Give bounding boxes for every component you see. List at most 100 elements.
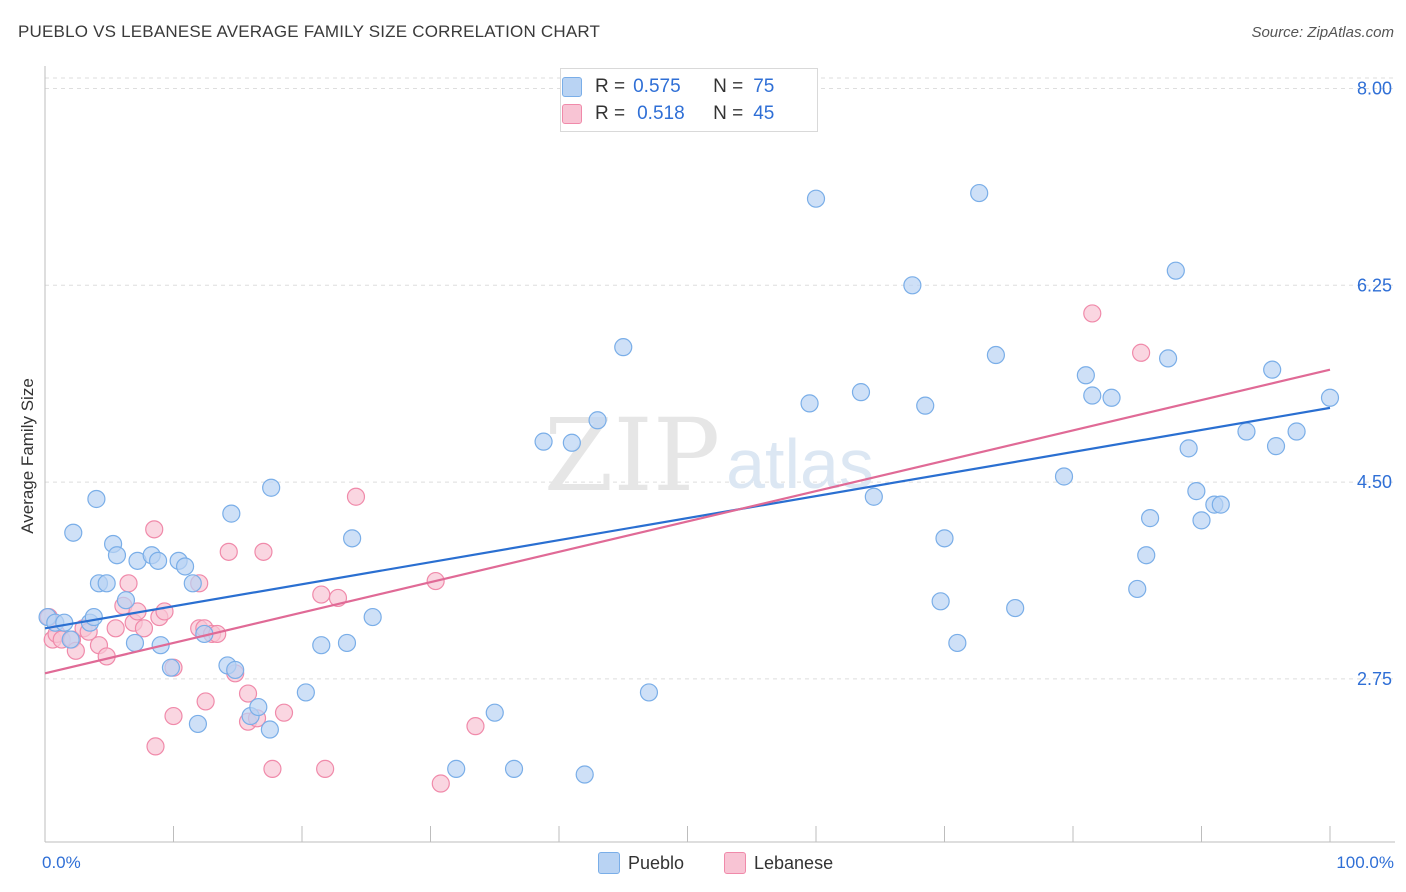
pueblo-point <box>1128 579 1147 599</box>
pueblo-point <box>97 574 116 593</box>
pueblo-point <box>125 633 145 653</box>
lebanese-n-value: 45 <box>753 103 775 124</box>
pueblo-point <box>312 636 331 655</box>
lebanese-r-value: 0.518 <box>637 103 685 124</box>
pueblo-point <box>806 189 826 208</box>
pueblo-point <box>1054 467 1074 486</box>
pueblo-point <box>107 546 127 565</box>
pueblo-point <box>343 529 362 548</box>
pueblo-point <box>222 504 241 523</box>
lebanese-point <box>312 585 331 604</box>
n-label: N = <box>713 103 744 124</box>
pueblo-point <box>588 411 607 430</box>
legend-row-pueblo: R = 0.575 N = 75 <box>562 75 775 99</box>
pueblo-point <box>986 345 1006 365</box>
lebanese-point <box>263 759 282 778</box>
lebanese-point <box>238 684 258 703</box>
lebanese-point <box>316 759 335 778</box>
pueblo-point <box>562 433 581 452</box>
trend-lines <box>44 368 1331 675</box>
correlation-legend: R = 0.575 N = 75 R = 0.518 N = 45 <box>560 68 818 132</box>
lebanese-point <box>145 520 164 539</box>
y-tick-label: 8.00 <box>1357 78 1392 98</box>
pueblo-point <box>948 633 967 653</box>
pueblo-point <box>485 703 504 722</box>
pueblo-point <box>800 394 819 413</box>
lebanese-point <box>274 703 294 722</box>
lebanese-legend-swatch <box>724 852 746 874</box>
pueblo-point <box>1083 386 1102 405</box>
lebanese-point <box>466 717 485 736</box>
pueblo-point <box>1187 482 1206 501</box>
pueblo-point <box>1137 546 1156 565</box>
r-label: R = <box>595 76 626 97</box>
pueblo-point <box>1102 388 1121 407</box>
pueblo-point <box>931 592 950 611</box>
x-tick-min: 0.0% <box>42 853 81 872</box>
watermark-atlas: atlas <box>726 425 874 503</box>
lebanese-point <box>1083 304 1102 323</box>
pueblo-point <box>1140 509 1160 528</box>
y-tick-label: 4.50 <box>1357 472 1392 492</box>
legend-row-lebanese: R = 0.518 N = 45 <box>562 102 775 126</box>
y-tick-label: 6.25 <box>1357 275 1392 295</box>
y-tick-labels: 2.75 4.50 6.25 8.00 <box>1357 78 1392 688</box>
pueblo-point <box>1179 439 1198 458</box>
pueblo-point <box>575 765 594 784</box>
n-label: N = <box>713 76 744 97</box>
pueblo-r-value: 0.575 <box>633 76 681 97</box>
pueblo-point <box>363 607 382 627</box>
pueblo-point <box>534 432 553 451</box>
pueblo-point <box>851 383 871 402</box>
pueblo-point <box>188 714 208 734</box>
lebanese-point <box>254 542 273 561</box>
lebanese-point <box>155 602 174 621</box>
pueblo-point <box>61 630 80 649</box>
pueblo-point <box>614 338 633 357</box>
r-label: R = <box>595 103 626 124</box>
pueblo-point <box>1320 388 1340 407</box>
pueblo-point <box>337 633 357 653</box>
pueblo-point <box>249 697 268 717</box>
lebanese-point <box>106 619 125 638</box>
lebanese-point <box>196 692 215 711</box>
lebanese-legend-label: Lebanese <box>754 852 834 873</box>
pueblo-point <box>116 591 136 610</box>
legend-item-pueblo: Pueblo <box>598 852 684 874</box>
pueblo-point <box>1166 261 1185 280</box>
pueblo-trend-line <box>44 406 1331 630</box>
pueblo-point <box>64 523 83 542</box>
pueblo-point <box>1287 422 1306 441</box>
series-pueblo <box>38 183 1340 784</box>
pueblo-point <box>296 683 315 702</box>
lebanese-point <box>164 706 183 726</box>
pueblo-point <box>84 607 103 627</box>
pueblo-point <box>1158 349 1178 368</box>
pueblo-point <box>175 557 195 576</box>
lebanese-point <box>431 774 450 793</box>
pueblo-n-value: 75 <box>753 76 775 97</box>
pueblo-swatch <box>562 77 582 97</box>
pueblo-point <box>1263 360 1282 379</box>
pueblo-point <box>970 183 989 203</box>
pueblo-point <box>161 658 181 677</box>
pueblo-point <box>262 478 281 497</box>
lebanese-point <box>346 487 366 506</box>
pueblo-point <box>1006 598 1025 618</box>
pueblo-point <box>916 396 935 415</box>
pueblo-point <box>1211 495 1230 514</box>
pueblo-point <box>1237 422 1256 441</box>
pueblo-point <box>864 487 883 506</box>
lebanese-point <box>119 574 138 593</box>
lebanese-swatch <box>562 104 582 124</box>
source-label: Source: ZipAtlas.com <box>1251 24 1394 41</box>
pueblo-point <box>504 759 524 778</box>
pueblo-point <box>183 574 202 593</box>
chart-title: PUEBLO VS LEBANESE AVERAGE FAMILY SIZE C… <box>18 22 601 41</box>
lebanese-point <box>219 542 238 561</box>
pueblo-point <box>1266 437 1286 456</box>
pueblo-point <box>935 529 954 548</box>
lebanese-point <box>146 737 165 756</box>
pueblo-point <box>87 489 106 509</box>
